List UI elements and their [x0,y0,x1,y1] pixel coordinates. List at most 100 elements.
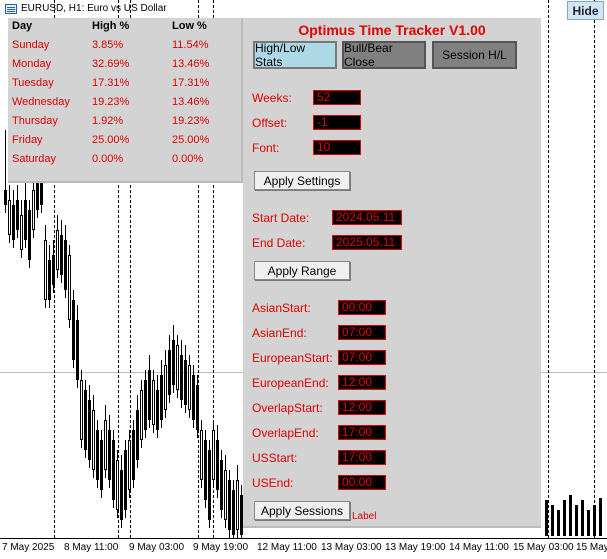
candle-body [52,255,55,285]
candle-body [180,355,183,400]
candle-body [96,430,99,480]
candle-body [160,375,163,420]
session-label: OverlapEnd: [252,426,319,440]
apply-settings-button[interactable]: Apply Settings [254,171,350,190]
candle-body [232,490,235,535]
session-field[interactable]: 17:00 [338,425,386,440]
time-tick: 15 May [576,542,607,553]
stray-label: Label [352,511,377,522]
candle-body [136,410,139,460]
candle-body [60,235,63,275]
session-field[interactable]: 12:00 [338,400,386,415]
session-field[interactable]: 17:00 [338,450,386,465]
candle-body [228,480,231,530]
chart-title-text: EURUSD, H1: Euro vs US Dollar [21,3,167,14]
session-label: USEnd: [252,476,294,490]
candle-body [12,205,15,240]
candle-body [104,420,107,470]
candle-body [64,240,67,290]
candle-body [224,470,227,520]
low-cell: 0.00% [172,153,204,165]
candle-body [240,495,243,535]
candle-body [28,210,31,260]
candle-body [128,440,131,490]
candle-body [176,345,179,390]
day-cell: Saturday [12,153,57,165]
candle-body [200,430,203,480]
day-separator [198,0,199,538]
end-date-field[interactable]: 2025.05.11 [332,235,402,250]
weeks-label: Weeks: [252,91,292,105]
session-label: OverlapStart: [252,401,323,415]
high-cell: 25.00% [92,134,130,146]
candle-body [164,365,167,410]
start-date-field[interactable]: 2024.05.11 [332,210,402,225]
candle-body [44,240,47,300]
time-tick: 9 May 03:00 [129,542,185,553]
chart-window-icon [5,3,17,14]
stats-panel: Day High % Low % Sunday 3.85% 11.54% Mon… [8,18,243,183]
candle-body [575,505,578,536]
tab-session-hl[interactable]: Session H/L [432,41,517,69]
day-cell: Friday [12,134,43,146]
session-field[interactable]: 00:00 [338,475,386,490]
candle-body [100,440,103,490]
candle-body [56,230,59,270]
candle-body [220,460,223,510]
candle-body [557,510,560,536]
font-label: Font: [252,141,280,155]
session-field[interactable]: 07:00 [338,350,386,365]
session-field[interactable]: 07:00 [338,325,386,340]
candle-body [168,350,171,395]
tab-high-low-stats[interactable]: High/Low Stats [253,41,337,69]
time-tick: 9 May 19:00 [193,542,249,553]
day-cell: Wednesday [12,96,70,108]
time-tick: 8 May 11:00 [64,542,119,553]
low-cell: 25.00% [172,134,210,146]
session-label: AsianEnd: [252,326,307,340]
low-header: Low % [172,20,207,32]
low-cell: 11.54% [172,39,209,51]
candle-body [120,470,123,520]
apply-range-button[interactable]: Apply Range [254,261,350,280]
candle-body [152,380,155,425]
end-date-label: End Date: [252,236,306,250]
session-field[interactable]: 00:00 [338,300,386,315]
time-tick: 12 May 11:00 [257,542,317,553]
time-tick: 13 May 19:00 [385,542,446,553]
price-chart[interactable] [0,0,607,538]
candle-body [208,450,211,520]
candle-body [92,410,95,470]
day-separator [548,0,549,538]
candle-body [216,440,219,490]
candle-body [24,200,27,240]
candle-body [68,255,71,320]
weeks-field[interactable]: 52 [313,90,361,105]
candle-body [236,480,239,530]
candle-body [599,498,602,536]
day-separator [118,0,119,538]
tab-bull-bear-close[interactable]: Bull/Bear Close [342,41,426,69]
offset-field[interactable]: -1 [313,115,361,130]
day-separator [594,0,595,538]
candle-body [88,400,91,460]
time-tick: 15 May 03:00 [513,542,574,553]
session-label: AsianStart: [252,301,311,315]
candle-body [80,380,83,440]
candle-body [40,175,43,205]
chart-title: EURUSD, H1: Euro vs US Dollar [5,3,167,14]
session-field[interactable]: 12:00 [338,375,386,390]
offset-label: Offset: [252,116,288,130]
time-tick: 13 May 03:00 [321,542,382,553]
candle-body [551,505,554,536]
candle-body [184,360,187,405]
hide-button[interactable]: Hide [567,1,604,20]
font-field[interactable]: 10 [313,140,361,155]
session-label: USStart: [252,451,298,465]
apply-sessions-button[interactable]: Apply Sessions [254,501,350,520]
day-separator [213,0,214,538]
candle-body [204,440,207,500]
candle-body [144,380,147,430]
candle-body [124,450,127,510]
low-cell: 13.46% [172,58,210,70]
